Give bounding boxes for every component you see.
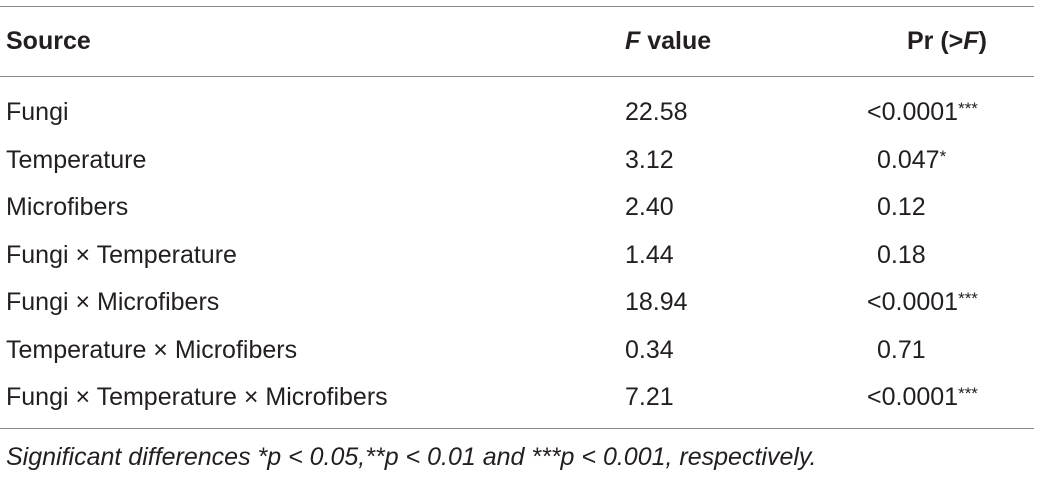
- significance-stars: ***: [958, 99, 978, 119]
- table-row: Fungi × Temperature 1.44 0.18: [0, 232, 1034, 280]
- table-row: Fungi × Temperature × Microfibers 7.21 <…: [0, 374, 1034, 422]
- cell-f-value: 18.94: [625, 288, 688, 317]
- cell-p-value: <0.0001***: [867, 288, 1034, 317]
- cell-f-value: 7.21: [625, 383, 674, 412]
- header-f-symbol: F: [625, 27, 641, 55]
- cell-source: Temperature: [6, 145, 147, 174]
- header-p-prefix: Pr (>: [907, 27, 964, 55]
- significance-stars: *: [939, 146, 947, 166]
- header-p-suffix: ): [978, 27, 987, 55]
- p-value-text: 0.047: [877, 145, 940, 174]
- table-row: Fungi 22.58 <0.0001***: [0, 89, 1034, 137]
- table-header: Source F value Pr (>F): [0, 7, 1034, 76]
- header-p-value: Pr (>F): [867, 27, 1034, 56]
- table-row: Microfibers 2.40 0.12: [0, 184, 1034, 232]
- cell-f-value: 2.40: [625, 193, 674, 222]
- header-source: Source: [6, 27, 91, 55]
- cell-f-value: 22.58: [625, 98, 688, 127]
- header-f-value: F value: [617, 27, 867, 56]
- cell-source: Fungi × Temperature: [6, 240, 237, 269]
- bottom-rule: [0, 427, 1034, 429]
- cell-f-value: 1.44: [625, 240, 674, 269]
- cell-p-value: 0.12: [867, 193, 1034, 222]
- cell-p-value: <0.0001***: [867, 383, 1034, 412]
- cell-source: Fungi × Microfibers: [6, 288, 220, 317]
- cell-source: Fungi × Temperature × Microfibers: [6, 383, 388, 412]
- header-p-symbol: F: [963, 27, 979, 55]
- significance-stars: ***: [958, 289, 978, 309]
- p-value-text: <0.0001: [867, 288, 959, 317]
- cell-p-value: 0.71: [867, 336, 1034, 365]
- cell-p-value: 0.047*: [867, 146, 1034, 175]
- p-value-text: 0.71: [877, 335, 926, 364]
- table-row: Temperature 3.12 0.047*: [0, 137, 1034, 185]
- p-value-text: 0.12: [877, 193, 926, 222]
- cell-p-value: <0.0001***: [867, 98, 1034, 127]
- table-row: Temperature × Microfibers 0.34 0.71: [0, 327, 1034, 375]
- cell-f-value: 0.34: [625, 335, 674, 364]
- table-footnote: Significant differences *p < 0.05,**p < …: [6, 443, 817, 471]
- p-value-text: <0.0001: [867, 383, 959, 412]
- header-rule: [0, 76, 1034, 77]
- anova-table: Source F value Pr (>F) Fungi 22.58 <0.00…: [0, 6, 1034, 429]
- table-body: Fungi 22.58 <0.0001*** Temperature 3.12 …: [0, 77, 1034, 428]
- significance-stars: ***: [958, 384, 978, 404]
- cell-p-value: 0.18: [867, 241, 1034, 270]
- cell-source: Fungi: [6, 98, 69, 127]
- p-value-text: <0.0001: [867, 98, 959, 127]
- cell-f-value: 3.12: [625, 145, 674, 174]
- cell-source: Temperature × Microfibers: [6, 335, 298, 364]
- table-row: Fungi × Microfibers 18.94 <0.0001***: [0, 279, 1034, 327]
- cell-source: Microfibers: [6, 193, 129, 222]
- header-f-label: value: [640, 27, 712, 55]
- top-rule: [0, 6, 1034, 7]
- p-value-text: 0.18: [877, 240, 926, 269]
